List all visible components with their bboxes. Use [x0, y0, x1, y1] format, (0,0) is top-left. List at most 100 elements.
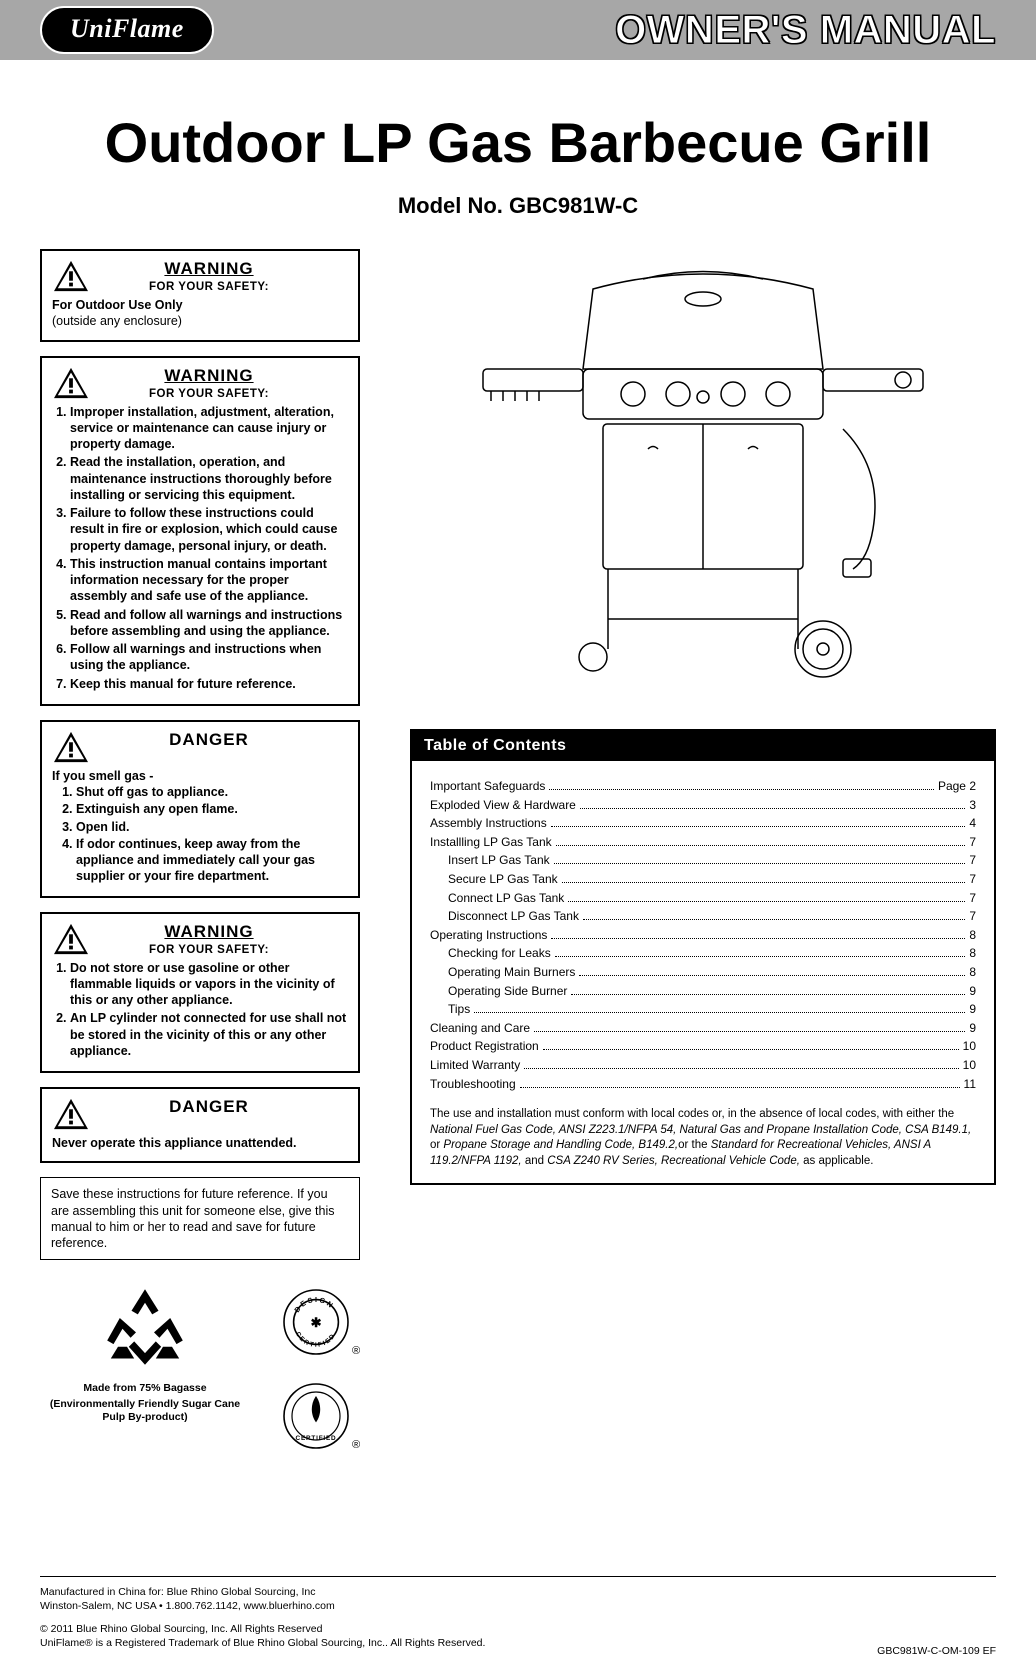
toc-row: Insert LP Gas Tank 7 — [430, 851, 976, 870]
save-instructions-box: Save these instructions for future refer… — [40, 1177, 360, 1260]
toc-row: Operating Instructions 8 — [430, 926, 976, 945]
manufacturer-line-1: Manufactured in China for: Blue Rhino Gl… — [40, 1586, 316, 1598]
toc-page: 10 — [963, 1037, 976, 1056]
warning-title: WARNING — [100, 366, 318, 386]
warning-box: WARNINGFOR YOUR SAFETY:For Outdoor Use O… — [40, 249, 360, 342]
toc-page: 8 — [969, 926, 976, 945]
svg-text:®: ® — [352, 1439, 360, 1451]
content-columns: WARNING FOR YOUR SAFETY: For Outdoor Use O… — [0, 219, 1036, 1476]
warning-box: DANGER Never operate this appliance unatt… — [40, 1087, 360, 1163]
grill-line-art-icon — [443, 249, 963, 719]
warning-body: If you smell gas -Shut off gas to applia… — [52, 768, 348, 885]
warning-box: WARNINGFOR YOUR SAFETY:Improper installa… — [40, 356, 360, 706]
product-title: Outdoor LP Gas Barbecue Grill — [0, 110, 1036, 175]
toc-row: Secure LP Gas Tank 7 — [430, 870, 976, 889]
svg-text:®: ® — [352, 1345, 360, 1357]
toc-page: 4 — [969, 814, 976, 833]
toc-label: Tips — [448, 1000, 470, 1019]
footer-left: Manufactured in China for: Blue Rhino Gl… — [40, 1585, 485, 1658]
recycle-caption-1: Made from 75% Bagasse — [40, 1382, 250, 1395]
warning-item: Read the installation, operation, and ma… — [70, 454, 348, 503]
warning-body: For Outdoor Use Only(outside any enclosu… — [52, 297, 348, 330]
svg-text:C E R T I F I E D: C E R T I F I E D — [294, 1331, 336, 1349]
warning-item: Open lid. — [76, 819, 348, 835]
toc-leader — [524, 1068, 958, 1069]
recycle-caption-2: (Environmentally Friendly Sugar Cane Pul… — [40, 1398, 250, 1424]
design-certified-seal-icon: D E S I G N C E R T I F I E D ✱ ® — [280, 1282, 360, 1362]
toc-row: Assembly Instructions 4 — [430, 814, 976, 833]
toc-row: Limited Warranty10 — [430, 1056, 976, 1075]
warning-item: Shut off gas to appliance. — [76, 784, 348, 800]
toc-label: Assembly Instructions — [430, 814, 547, 833]
toc-page: 9 — [969, 1019, 976, 1038]
recycle-badge: Made from 75% Bagasse (Environmentally F… — [40, 1282, 250, 1424]
toc-page: 7 — [969, 889, 976, 908]
warning-item: This instruction manual contains importa… — [70, 556, 348, 605]
toc-row: Installling LP Gas Tank7 — [430, 833, 976, 852]
warning-title: DANGER — [100, 1097, 318, 1117]
grill-illustration — [410, 249, 996, 719]
warning-title: WARNING — [100, 922, 318, 942]
toc-label: Disconnect LP Gas Tank — [448, 907, 579, 926]
toc-label: Operating Side Burner — [448, 982, 567, 1001]
toc-label: Insert LP Gas Tank — [448, 851, 550, 870]
warning-item: Keep this manual for future reference. — [70, 676, 348, 692]
toc-leader — [554, 863, 966, 864]
toc-row: Exploded View & Hardware3 — [430, 796, 976, 815]
toc-row: Troubleshooting11 — [430, 1075, 976, 1094]
toc-leader — [474, 1012, 965, 1013]
warning-subtitle: FOR YOUR SAFETY: — [100, 281, 318, 293]
copyright-line-2: UniFlame® is a Registered Trademark of B… — [40, 1637, 485, 1649]
toc-heading: Table of Contents — [412, 731, 994, 761]
toc-body: Important SafeguardsPage 2Exploded View … — [412, 761, 994, 1183]
toc-row: Tips 9 — [430, 1000, 976, 1019]
toc-compliance-note: The use and installation must conform wi… — [430, 1107, 976, 1169]
manufacturer-line-2: Winston-Salem, NC USA • 1.800.762.1142, … — [40, 1600, 335, 1612]
toc-leader — [534, 1031, 965, 1032]
right-column: Table of Contents Important SafeguardsPa… — [410, 249, 996, 1456]
toc-label: Connect LP Gas Tank — [448, 889, 564, 908]
toc-leader — [556, 845, 966, 846]
warning-item: If odor continues, keep away from the ap… — [76, 836, 348, 885]
toc-leader — [549, 789, 934, 790]
toc-page: 7 — [969, 870, 976, 889]
warning-item: Extinguish any open flame. — [76, 801, 348, 817]
toc-page: 8 — [969, 963, 976, 982]
certification-seals: D E S I G N C E R T I F I E D ✱ ® CERTIF… — [280, 1282, 360, 1456]
brand-logo: UniFlame — [40, 6, 214, 54]
toc-label: Cleaning and Care — [430, 1019, 530, 1038]
recycle-icon — [100, 1282, 190, 1372]
toc-label: Product Registration — [430, 1037, 539, 1056]
toc-leader — [579, 975, 965, 976]
warning-body: Never operate this appliance unattended. — [52, 1135, 348, 1151]
toc-label: Troubleshooting — [430, 1075, 516, 1094]
toc-row: Checking for Leaks8 — [430, 944, 976, 963]
toc-page: 9 — [969, 1000, 976, 1019]
warning-item: Follow all warnings and instructions whe… — [70, 641, 348, 674]
warning-body: Do not store or use gasoline or other fl… — [52, 960, 348, 1060]
warning-subtitle: FOR YOUR SAFETY: — [100, 944, 318, 956]
model-number: Model No. GBC981W-C — [0, 193, 1036, 219]
warning-body: Improper installation, adjustment, alter… — [52, 404, 348, 692]
toc-page: Page 2 — [938, 777, 976, 796]
toc-label: Operating Instructions — [430, 926, 547, 945]
svg-text:D E S I G N: D E S I G N — [292, 1295, 334, 1314]
toc-page: 7 — [969, 851, 976, 870]
toc-leader — [551, 938, 965, 939]
toc-page: 7 — [969, 907, 976, 926]
toc-label: Secure LP Gas Tank — [448, 870, 558, 889]
toc-leader — [571, 994, 965, 995]
footer-rule — [40, 1576, 996, 1577]
badges-row: Made from 75% Bagasse (Environmentally F… — [40, 1282, 360, 1456]
toc-leader — [580, 808, 965, 809]
toc-leader — [562, 882, 966, 883]
toc-label: Operating Main Burners — [448, 963, 575, 982]
warning-box: WARNING FOR YOUR SAFETY: Do not store or u… — [40, 912, 360, 1074]
warning-item: Read and follow all warnings and instruc… — [70, 607, 348, 640]
toc-leader — [555, 956, 966, 957]
toc-label: Installling LP Gas Tank — [430, 833, 552, 852]
warning-box: DANGERIf you smell gas -Shut off gas to … — [40, 720, 360, 898]
warning-item: Improper installation, adjustment, alter… — [70, 404, 348, 453]
copyright-line-1: © 2011 Blue Rhino Global Sourcing, Inc. … — [40, 1623, 322, 1635]
toc-page: 8 — [969, 944, 976, 963]
